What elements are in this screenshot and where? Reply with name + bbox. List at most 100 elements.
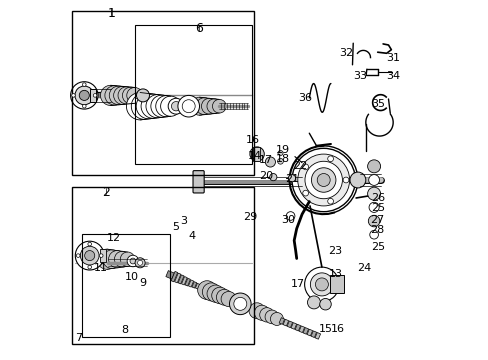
Circle shape — [178, 95, 199, 117]
Circle shape — [82, 83, 86, 86]
Circle shape — [114, 251, 130, 267]
Circle shape — [99, 254, 103, 257]
Bar — [134, 25, 251, 164]
Circle shape — [367, 215, 379, 227]
Circle shape — [302, 190, 308, 196]
Circle shape — [211, 287, 228, 304]
Circle shape — [212, 99, 225, 113]
Circle shape — [265, 157, 275, 167]
Circle shape — [72, 94, 75, 97]
Circle shape — [118, 87, 135, 104]
Text: 34: 34 — [385, 71, 399, 81]
Circle shape — [368, 202, 378, 212]
Circle shape — [302, 164, 308, 170]
Circle shape — [135, 258, 145, 268]
Circle shape — [369, 230, 378, 239]
Polygon shape — [188, 280, 193, 287]
Circle shape — [127, 255, 139, 267]
Polygon shape — [310, 331, 316, 338]
Text: 9: 9 — [139, 278, 146, 288]
Text: 15: 15 — [318, 324, 332, 334]
Text: 8: 8 — [121, 325, 128, 336]
Text: 35: 35 — [371, 99, 385, 109]
Text: 16: 16 — [330, 324, 345, 334]
Text: 33: 33 — [353, 71, 366, 81]
Text: 27: 27 — [370, 215, 384, 225]
Text: 22: 22 — [293, 161, 307, 171]
Bar — [81, 234, 170, 337]
Circle shape — [131, 93, 157, 120]
Circle shape — [216, 289, 232, 305]
Text: 29: 29 — [242, 212, 257, 222]
Circle shape — [254, 305, 269, 320]
Text: 25: 25 — [370, 203, 384, 213]
Polygon shape — [299, 326, 304, 333]
Circle shape — [202, 283, 220, 301]
Circle shape — [171, 102, 181, 111]
Circle shape — [136, 94, 161, 119]
Circle shape — [155, 96, 177, 117]
Text: 36: 36 — [297, 93, 311, 103]
Circle shape — [367, 160, 380, 173]
Circle shape — [270, 312, 283, 325]
Polygon shape — [294, 324, 300, 331]
Text: 24: 24 — [356, 263, 370, 273]
Text: 19: 19 — [276, 145, 290, 156]
Polygon shape — [181, 276, 187, 285]
Text: 7: 7 — [75, 333, 82, 343]
Text: 28: 28 — [370, 225, 384, 235]
Bar — [329, 275, 344, 293]
Polygon shape — [178, 275, 183, 284]
Circle shape — [196, 98, 212, 115]
Polygon shape — [171, 271, 177, 282]
Circle shape — [206, 285, 224, 302]
Polygon shape — [195, 283, 200, 289]
Circle shape — [311, 168, 335, 192]
Text: 32: 32 — [338, 48, 352, 58]
Text: 26: 26 — [370, 193, 384, 203]
Circle shape — [327, 156, 333, 162]
Text: 3: 3 — [180, 216, 186, 226]
Polygon shape — [283, 319, 288, 326]
Circle shape — [168, 98, 183, 114]
Circle shape — [229, 293, 251, 315]
Circle shape — [315, 278, 328, 291]
Text: 18: 18 — [276, 154, 290, 164]
Circle shape — [221, 292, 236, 307]
Polygon shape — [314, 333, 320, 339]
Circle shape — [102, 250, 121, 269]
Circle shape — [269, 174, 276, 181]
Circle shape — [310, 273, 333, 296]
Circle shape — [319, 298, 330, 310]
Text: 25: 25 — [370, 242, 384, 252]
Text: 1: 1 — [107, 7, 115, 20]
Circle shape — [108, 251, 125, 268]
Circle shape — [82, 104, 86, 108]
Text: 13: 13 — [328, 269, 343, 279]
Text: 17: 17 — [259, 155, 273, 165]
Circle shape — [343, 177, 348, 183]
Text: 2: 2 — [102, 186, 110, 199]
Circle shape — [79, 90, 89, 100]
Text: 21: 21 — [285, 174, 299, 184]
Polygon shape — [306, 329, 312, 336]
Text: 4: 4 — [188, 231, 196, 241]
Text: 31: 31 — [385, 53, 399, 63]
Text: 14: 14 — [247, 150, 261, 161]
Circle shape — [197, 281, 216, 300]
Polygon shape — [165, 271, 174, 279]
Circle shape — [182, 100, 195, 113]
Text: 17: 17 — [290, 279, 304, 289]
Text: 16: 16 — [245, 135, 259, 145]
Text: 12: 12 — [107, 233, 121, 243]
Polygon shape — [303, 328, 308, 334]
Circle shape — [368, 175, 379, 185]
Polygon shape — [279, 318, 284, 324]
Bar — [100, 249, 105, 262]
Circle shape — [264, 310, 278, 324]
Circle shape — [277, 158, 283, 164]
Circle shape — [304, 267, 339, 302]
Text: 23: 23 — [327, 246, 342, 256]
Circle shape — [367, 187, 380, 200]
Circle shape — [101, 85, 121, 105]
